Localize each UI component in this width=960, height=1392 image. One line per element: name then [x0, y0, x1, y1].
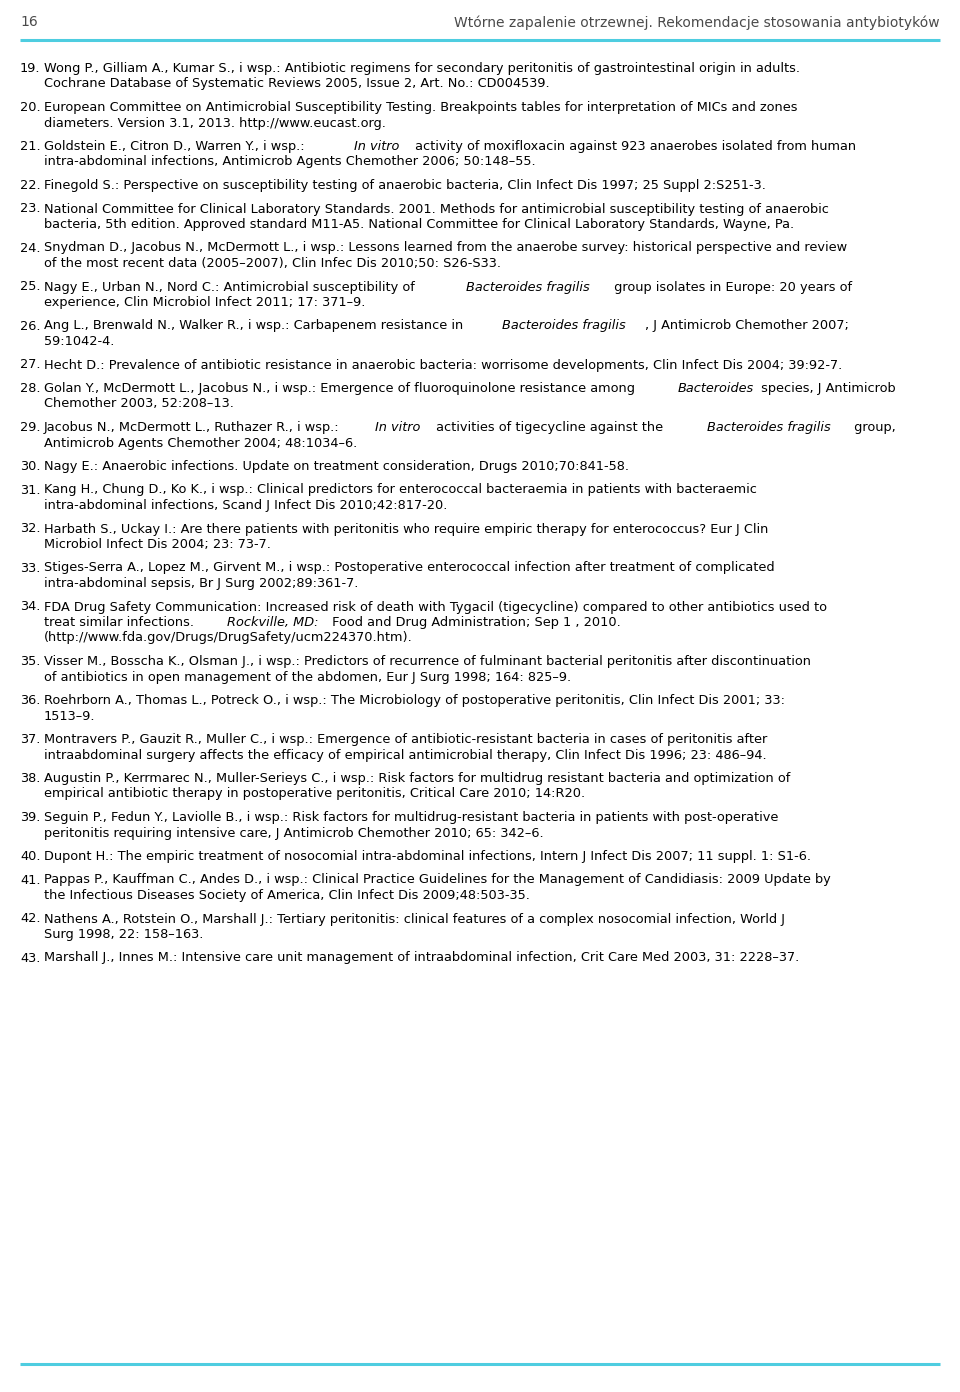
Text: 24.: 24. — [20, 241, 40, 255]
Text: Wtórne zapalenie otrzewnej. Rekomendacje stosowania antybiotyków: Wtórne zapalenie otrzewnej. Rekomendacje… — [454, 15, 940, 29]
Text: 40.: 40. — [20, 851, 40, 863]
Text: 42.: 42. — [20, 913, 40, 926]
Text: Montravers P., Gauzit R., Muller C., i wsp.: Emergence of antibiotic-resistant b: Montravers P., Gauzit R., Muller C., i w… — [44, 734, 772, 746]
Text: group,: group, — [851, 420, 900, 434]
Text: Visser M., Bosscha K., Olsman J., i wsp.: Predictors of recurrence of fulminant : Visser M., Bosscha K., Olsman J., i wsp.… — [44, 656, 811, 668]
Text: 16: 16 — [20, 15, 37, 29]
Text: 29.: 29. — [20, 420, 40, 434]
Text: 35.: 35. — [20, 656, 40, 668]
Text: 43.: 43. — [20, 952, 40, 965]
Text: Antimicrob Agents Chemother 2004; 48:1034–6.: Antimicrob Agents Chemother 2004; 48:103… — [44, 437, 357, 450]
Text: 25.: 25. — [20, 281, 40, 294]
Text: 34.: 34. — [20, 600, 40, 614]
Text: National Committee for Clinical Laboratory Standards. 2001. Methods for antimicr: National Committee for Clinical Laborato… — [44, 202, 833, 216]
Text: 38.: 38. — [20, 773, 40, 785]
Text: of antibiotics in open management of the abdomen, Eur J Surg 1998; 164: 825–9.: of antibiotics in open management of the… — [44, 671, 571, 683]
Text: In vitro: In vitro — [374, 420, 420, 434]
Text: activity of moxifloxacin against 923 anaerobes isolated from human: activity of moxifloxacin against 923 ana… — [411, 141, 860, 153]
Text: 28.: 28. — [20, 381, 40, 395]
Text: Ang L., Brenwald N., Walker R., i wsp.: Carbapenem resistance in: Ang L., Brenwald N., Walker R., i wsp.: … — [44, 320, 468, 333]
Text: 22.: 22. — [20, 180, 40, 192]
Text: 19.: 19. — [20, 63, 40, 75]
Text: Cochrane Database of Systematic Reviews 2005, Issue 2, Art. No.: CD004539.: Cochrane Database of Systematic Reviews … — [44, 78, 550, 90]
Text: 39.: 39. — [20, 812, 40, 824]
Text: Nathens A., Rotstein O., Marshall J.: Tertiary peritonitis: clinical features of: Nathens A., Rotstein O., Marshall J.: Te… — [44, 913, 789, 926]
Text: 30.: 30. — [20, 459, 40, 473]
Text: 26.: 26. — [20, 320, 40, 333]
Text: 20.: 20. — [20, 102, 40, 114]
Text: Bacteroides: Bacteroides — [678, 381, 754, 395]
Text: 23.: 23. — [20, 202, 40, 216]
Text: Golan Y., McDermott L., Jacobus N., i wsp.: Emergence of fluoroquinolone resista: Golan Y., McDermott L., Jacobus N., i ws… — [44, 381, 639, 395]
Text: experience, Clin Microbiol Infect 2011; 17: 371–9.: experience, Clin Microbiol Infect 2011; … — [44, 296, 366, 309]
Text: diameters. Version 3.1, 2013. http://www.eucast.org.: diameters. Version 3.1, 2013. http://www… — [44, 117, 386, 129]
Text: Nagy E., Urban N., Nord C.: Antimicrobial susceptibility of: Nagy E., Urban N., Nord C.: Antimicrobia… — [44, 281, 419, 294]
Text: Pappas P., Kauffman C., Andes D., i wsp.: Clinical Practice Guidelines for the M: Pappas P., Kauffman C., Andes D., i wsp.… — [44, 874, 835, 887]
Text: of the most recent data (2005–2007), Clin Infec Dis 2010;50: S26-S33.: of the most recent data (2005–2007), Cli… — [44, 258, 501, 270]
Text: empirical antibiotic therapy in postoperative peritonitis, Critical Care 2010; 1: empirical antibiotic therapy in postoper… — [44, 788, 586, 800]
Text: intra-abdominal infections, Scand J Infect Dis 2010;42:817-20.: intra-abdominal infections, Scand J Infe… — [44, 498, 447, 512]
Text: intra-abdominal sepsis, Br J Surg 2002;89:361-7.: intra-abdominal sepsis, Br J Surg 2002;8… — [44, 578, 358, 590]
Text: Jacobus N., McDermott L., Ruthazer R., i wsp.:: Jacobus N., McDermott L., Ruthazer R., i… — [44, 420, 344, 434]
Text: 33.: 33. — [20, 561, 40, 575]
Text: 21.: 21. — [20, 141, 40, 153]
Text: Kang H., Chung D., Ko K., i wsp.: Clinical predictors for enterococcal bacteraem: Kang H., Chung D., Ko K., i wsp.: Clinic… — [44, 483, 761, 497]
Text: intra-abdominal infections, Antimicrob Agents Chemother 2006; 50:148–55.: intra-abdominal infections, Antimicrob A… — [44, 156, 536, 168]
Text: (http://www.fda.gov/Drugs/DrugSafety/ucm224370.htm).: (http://www.fda.gov/Drugs/DrugSafety/ucm… — [44, 632, 413, 644]
Text: Microbiol Infect Dis 2004; 23: 73-7.: Microbiol Infect Dis 2004; 23: 73-7. — [44, 537, 271, 551]
Text: 59:1042-4.: 59:1042-4. — [44, 335, 114, 348]
Text: bacteria, 5th edition. Approved standard M11-A5. National Committee for Clinical: bacteria, 5th edition. Approved standard… — [44, 219, 794, 231]
Text: Surg 1998, 22: 158–163.: Surg 1998, 22: 158–163. — [44, 928, 204, 941]
Text: Bacteroides fragilis: Bacteroides fragilis — [501, 320, 625, 333]
Text: In vitro: In vitro — [353, 141, 399, 153]
Text: treat similar infections.: treat similar infections. — [44, 617, 198, 629]
Text: Marshall J., Innes M.: Intensive care unit management of intraabdominal infectio: Marshall J., Innes M.: Intensive care un… — [44, 952, 800, 965]
Text: FDA Drug Safety Communication: Increased risk of death with Tygacil (tigecycline: FDA Drug Safety Communication: Increased… — [44, 600, 831, 614]
Text: Seguin P., Fedun Y., Laviolle B., i wsp.: Risk factors for multidrug-resistant b: Seguin P., Fedun Y., Laviolle B., i wsp.… — [44, 812, 782, 824]
Text: Hecht D.: Prevalence of antibiotic resistance in anaerobic bacteria: worrisome d: Hecht D.: Prevalence of antibiotic resis… — [44, 359, 842, 372]
Text: the Infectious Diseases Society of America, Clin Infect Dis 2009;48:503-35.: the Infectious Diseases Society of Ameri… — [44, 889, 530, 902]
Text: 27.: 27. — [20, 359, 40, 372]
Text: European Committee on Antimicrobial Susceptibility Testing. Breakpoints tables f: European Committee on Antimicrobial Susc… — [44, 102, 802, 114]
Text: Rockville, MD:: Rockville, MD: — [227, 617, 319, 629]
Text: Bacteroides fragilis: Bacteroides fragilis — [467, 281, 590, 294]
Text: Harbath S., Uckay I.: Are there patients with peritonitis who require empiric th: Harbath S., Uckay I.: Are there patients… — [44, 522, 773, 536]
Text: Augustin P., Kerrmarec N., Muller-Serieys C., i wsp.: Risk factors for multidrug: Augustin P., Kerrmarec N., Muller-Seriey… — [44, 773, 795, 785]
Text: Bacteroides fragilis: Bacteroides fragilis — [707, 420, 830, 434]
Text: species, J Antimicrob: species, J Antimicrob — [756, 381, 895, 395]
Text: activities of tigecycline against the: activities of tigecycline against the — [432, 420, 667, 434]
Text: Dupont H.: The empiric treatment of nosocomial intra-abdominal infections, Inter: Dupont H.: The empiric treatment of noso… — [44, 851, 811, 863]
Text: Stiges-Serra A., Lopez M., Girvent M., i wsp.: Postoperative enterococcal infect: Stiges-Serra A., Lopez M., Girvent M., i… — [44, 561, 779, 575]
Text: 31.: 31. — [20, 483, 40, 497]
Text: Snydman D., Jacobus N., McDermott L., i wsp.: Lessons learned from the anaerobe : Snydman D., Jacobus N., McDermott L., i … — [44, 241, 852, 255]
Text: Nagy E.: Anaerobic infections. Update on treatment consideration, Drugs 2010;70:: Nagy E.: Anaerobic infections. Update on… — [44, 459, 629, 473]
Text: Goldstein E., Citron D., Warren Y., i wsp.:: Goldstein E., Citron D., Warren Y., i ws… — [44, 141, 309, 153]
Text: Roehrborn A., Thomas L., Potreck O., i wsp.: The Microbiology of postoperative p: Roehrborn A., Thomas L., Potreck O., i w… — [44, 695, 789, 707]
Text: 1513–9.: 1513–9. — [44, 710, 95, 722]
Text: Wong P., Gilliam A., Kumar S., i wsp.: Antibiotic regimens for secondary periton: Wong P., Gilliam A., Kumar S., i wsp.: A… — [44, 63, 804, 75]
Text: , J Antimicrob Chemother 2007;: , J Antimicrob Chemother 2007; — [645, 320, 853, 333]
Text: intraabdominal surgery affects the efficacy of empirical antimicrobial therapy, : intraabdominal surgery affects the effic… — [44, 749, 767, 761]
Text: 32.: 32. — [20, 522, 40, 536]
Text: Finegold S.: Perspective on susceptibility testing of anaerobic bacteria, Clin I: Finegold S.: Perspective on susceptibili… — [44, 180, 766, 192]
Text: Chemother 2003, 52:208–13.: Chemother 2003, 52:208–13. — [44, 398, 234, 411]
Text: 36.: 36. — [20, 695, 40, 707]
Text: 37.: 37. — [20, 734, 40, 746]
Text: group isolates in Europe: 20 years of: group isolates in Europe: 20 years of — [610, 281, 856, 294]
Text: Food and Drug Administration; Sep 1 , 2010.: Food and Drug Administration; Sep 1 , 20… — [327, 617, 624, 629]
Text: 41.: 41. — [20, 874, 40, 887]
Text: peritonitis requiring intensive care, J Antimicrob Chemother 2010; 65: 342–6.: peritonitis requiring intensive care, J … — [44, 827, 543, 839]
